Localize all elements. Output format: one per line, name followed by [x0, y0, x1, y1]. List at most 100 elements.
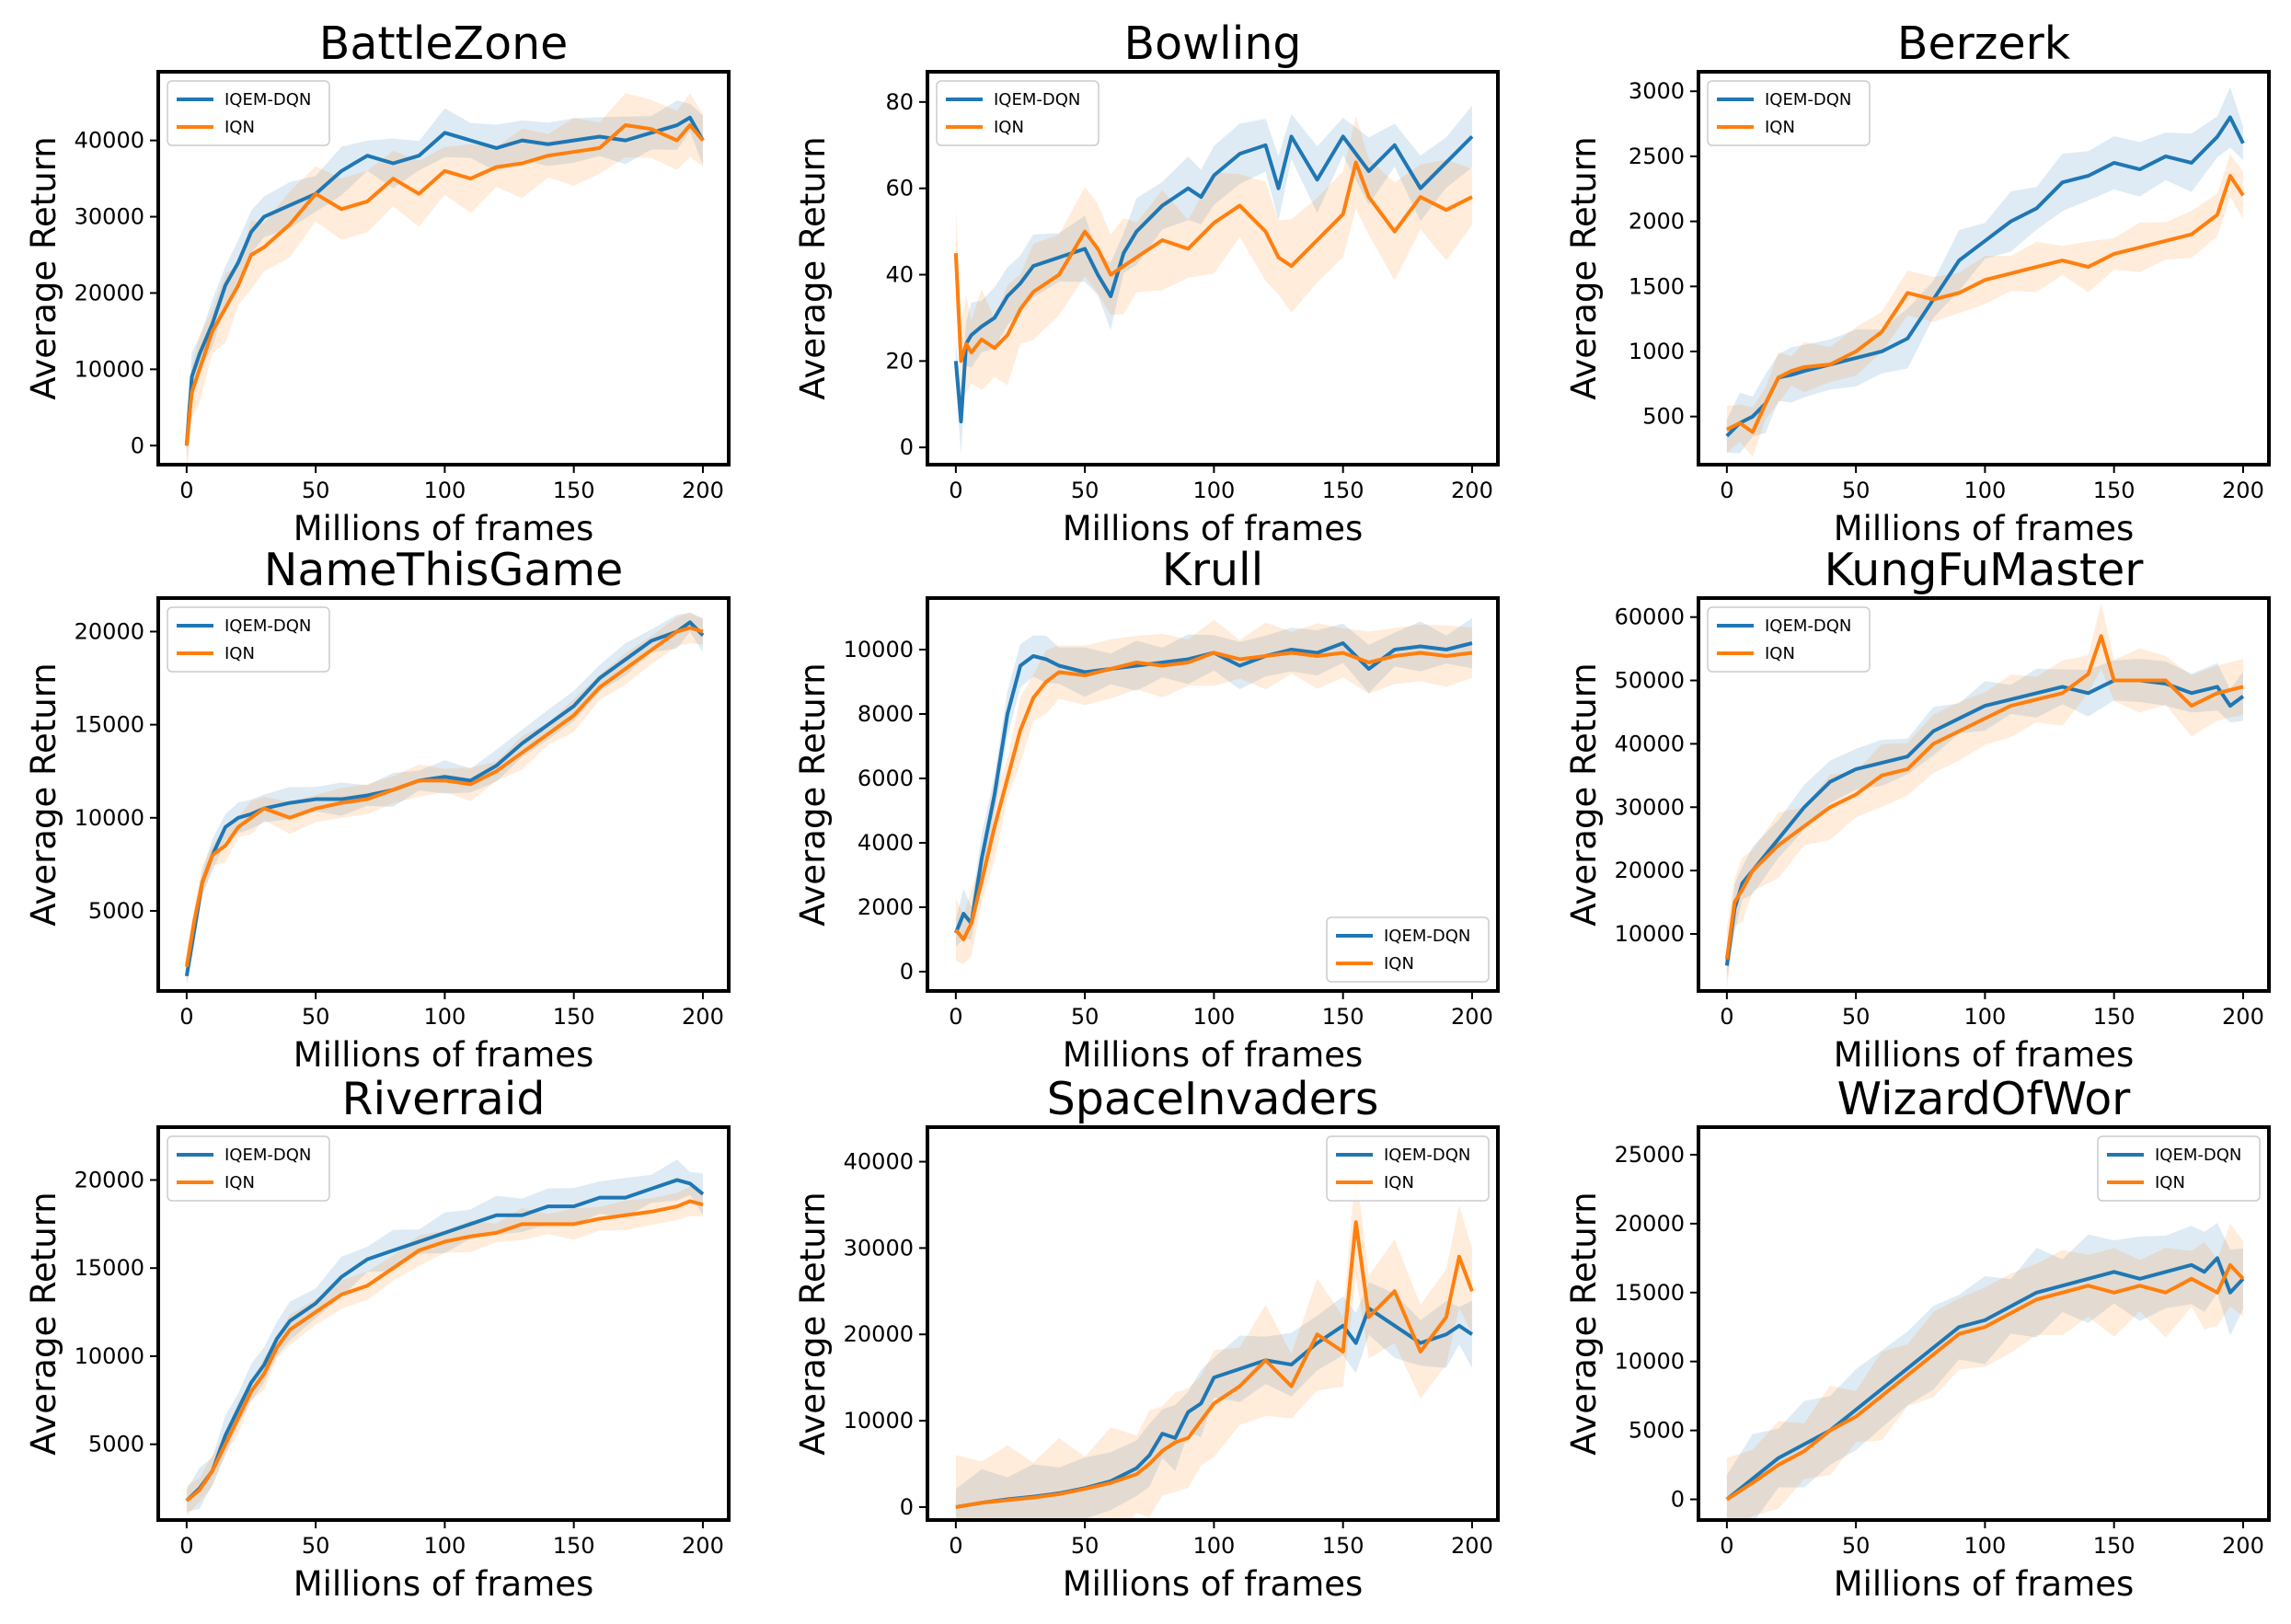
chart-title: Berzerk — [1897, 17, 2071, 70]
x-tick-label: 150 — [1322, 1004, 1364, 1030]
legend: IQEM-DQN IQN — [1326, 916, 1490, 983]
y-tick-label: 40 — [885, 262, 914, 288]
y-tick-label: 10000 — [1615, 1349, 1685, 1375]
legend-label: IQEM-DQN — [2155, 1146, 2241, 1165]
x-tick-label: 0 — [179, 1004, 193, 1030]
legend-box — [2097, 1135, 2261, 1202]
series-line-1 — [953, 160, 1473, 363]
legend: IQEM-DQN IQN — [2097, 1135, 2261, 1202]
legend: IQEM-DQN IQN — [1707, 80, 1871, 146]
y-tick-label: 20000 — [75, 618, 144, 644]
x-tick-label: 0 — [949, 478, 962, 503]
confidence-band-0 — [1726, 1223, 2243, 1520]
chart-panel-7: SpaceInvaders 0 50 100 150 200 0 10000 20000 3000… — [793, 1073, 1500, 1604]
chart-title: Krull — [1162, 544, 1264, 596]
x-axis-label: Millions of frames — [294, 1564, 594, 1604]
legend-label: IQN — [224, 644, 255, 663]
y-tick-label: 6000 — [858, 766, 914, 791]
legend-box — [1326, 916, 1490, 983]
y-axis-label: Average Return — [1564, 662, 1604, 926]
y-tick-label: 40000 — [1615, 731, 1685, 756]
y-tick-label: 0 — [900, 1494, 914, 1520]
y-tick-label: 3000 — [1629, 78, 1685, 104]
y-axis-label: Average Return — [24, 662, 63, 926]
legend-label: IQEM-DQN — [224, 90, 311, 109]
y-axis-label: Average Return — [1564, 136, 1604, 399]
plot-frame — [926, 1125, 1500, 1522]
y-tick-label: 5000 — [88, 898, 144, 924]
y-tick-label: 10000 — [844, 1408, 914, 1434]
y-tick-label: 50000 — [1615, 668, 1685, 694]
y-tick-label: 15000 — [1615, 1280, 1685, 1306]
legend-label: IQN — [224, 118, 255, 137]
confidence-band-1 — [1726, 603, 2243, 990]
x-tick-label: 150 — [2093, 478, 2136, 503]
x-tick-label: 0 — [179, 1533, 193, 1559]
y-tick-label: 30000 — [1615, 794, 1685, 820]
plot-frame — [156, 596, 731, 993]
plot-area — [953, 105, 1474, 455]
x-tick-label: 200 — [1451, 478, 1493, 503]
chart-title: KungFuMaster — [1825, 544, 2145, 596]
x-tick-label: 50 — [1071, 478, 1099, 503]
legend: IQEM-DQN IQN — [936, 80, 1099, 146]
confidence-band-0 — [1726, 86, 2243, 454]
x-tick-label: 150 — [2093, 1004, 2136, 1030]
legend: IQEM-DQN IQN — [1326, 1135, 1490, 1202]
y-tick-label: 20000 — [75, 1167, 144, 1192]
plot-area — [955, 1167, 1474, 1520]
x-tick-label: 100 — [1963, 1004, 2006, 1030]
legend-box — [936, 80, 1099, 146]
y-tick-label: 20000 — [1615, 1211, 1685, 1237]
y-axis-label: Average Return — [793, 1192, 833, 1455]
y-tick-label: 2000 — [858, 894, 914, 920]
legend-label: IQEM-DQN — [224, 1146, 311, 1165]
plot-frame — [1697, 596, 2271, 993]
x-tick-label: 0 — [179, 478, 193, 503]
chart-title: NameThisGame — [264, 544, 624, 596]
x-tick-label: 50 — [1842, 478, 1871, 503]
y-tick-label: 10000 — [844, 637, 914, 662]
confidence-band-0 — [1726, 659, 2243, 979]
x-axis-label: Millions of frames — [1834, 1564, 2135, 1604]
plot-frame — [156, 70, 731, 466]
x-tick-label: 50 — [1842, 1533, 1871, 1559]
chart-title: BattleZone — [319, 17, 569, 70]
plot-frame — [1697, 70, 2271, 466]
x-tick-label: 200 — [1451, 1004, 1493, 1030]
x-tick-label: 100 — [1963, 1533, 2006, 1559]
y-axis-label: Average Return — [793, 662, 833, 926]
plot-area — [185, 1159, 705, 1516]
confidence-band-0 — [186, 1159, 703, 1513]
legend-label: IQN — [2155, 1173, 2185, 1192]
chart-title: Bowling — [1123, 17, 1301, 70]
chart-title: WizardOfWor — [1837, 1073, 2131, 1125]
legend-box — [1707, 80, 1871, 146]
y-tick-label: 25000 — [1615, 1142, 1685, 1168]
y-tick-label: 20000 — [75, 280, 144, 305]
y-tick-label: 20 — [885, 348, 914, 374]
confidence-band-1 — [186, 93, 703, 465]
plot-area — [1724, 603, 2245, 990]
series-line-1 — [184, 123, 705, 446]
y-tick-label: 0 — [1671, 1487, 1685, 1513]
y-tick-label: 2000 — [1629, 209, 1685, 235]
chart-title: SpaceInvaders — [1047, 1073, 1379, 1125]
plot-frame — [926, 70, 1500, 466]
y-tick-label: 40000 — [75, 128, 144, 154]
x-tick-label: 0 — [1720, 478, 1733, 503]
x-tick-label: 0 — [949, 1533, 962, 1559]
chart-panel-5: KungFuMaster 0 50 100 150 200 10000 20000 30000 4… — [1564, 544, 2271, 1075]
confidence-band-0 — [186, 100, 703, 459]
plot-area — [1725, 86, 2245, 457]
legend: IQEM-DQN IQN — [167, 80, 330, 146]
legend: IQEM-DQN IQN — [167, 606, 330, 673]
x-tick-label: 50 — [302, 478, 330, 503]
x-axis-label: Millions of frames — [1063, 509, 1364, 548]
x-axis-label: Millions of frames — [1834, 1035, 2135, 1075]
y-tick-label: 30000 — [844, 1235, 914, 1261]
legend-label: IQN — [1765, 644, 1795, 663]
chart-panel-6: Riverraid 0 50 100 150 200 5000 10000 15000 20000… — [24, 1073, 731, 1604]
